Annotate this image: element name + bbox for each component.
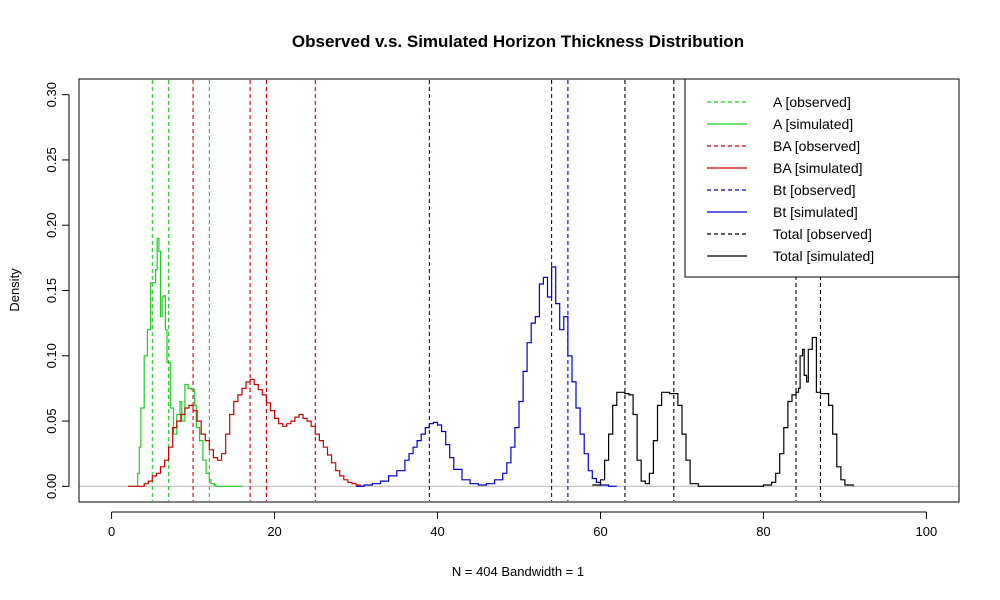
plot-frame bbox=[78, 78, 960, 503]
legend-label: BA [observed] bbox=[773, 138, 860, 154]
x-tick-label: 80 bbox=[756, 524, 770, 539]
density-curve-bt bbox=[356, 266, 617, 487]
density-curve-total bbox=[592, 336, 854, 487]
y-tick-label: 0.10 bbox=[44, 343, 59, 368]
x-axis: 0 20 40 60 80 100 bbox=[108, 511, 938, 539]
y-tick-label: 0.15 bbox=[44, 278, 59, 303]
y-tick-label: 0.00 bbox=[44, 474, 59, 499]
x-tick-label: 100 bbox=[916, 524, 938, 539]
legend-entry: Bt [observed] bbox=[707, 182, 856, 198]
legend-label: Bt [observed] bbox=[773, 182, 856, 198]
x-tick-label: 40 bbox=[430, 524, 444, 539]
chart-title: Observed v.s. Simulated Horizon Thicknes… bbox=[292, 32, 744, 51]
legend-entry: A [observed] bbox=[707, 94, 851, 110]
legend-label: Bt [simulated] bbox=[773, 204, 858, 220]
y-tick-label: 0.30 bbox=[44, 82, 59, 107]
y-axis: 0.00 0.05 0.10 0.15 0.20 0.25 0.30 bbox=[44, 82, 70, 499]
legend-label: A [observed] bbox=[773, 94, 851, 110]
density-curve-a bbox=[132, 237, 242, 487]
legend-entry: A [simulated] bbox=[707, 116, 853, 132]
legend-label: Total [simulated] bbox=[773, 248, 874, 264]
y-tick-label: 0.05 bbox=[44, 408, 59, 433]
y-tick-label: 0.25 bbox=[44, 147, 59, 172]
legend-label: A [simulated] bbox=[773, 116, 853, 132]
x-tick-label: 0 bbox=[108, 524, 115, 539]
x-tick-label: 20 bbox=[267, 524, 281, 539]
legend-label: BA [simulated] bbox=[773, 160, 863, 176]
legend-entry: Total [observed] bbox=[707, 226, 872, 242]
x-axis-label: N = 404 Bandwidth = 1 bbox=[452, 564, 584, 579]
plot-area bbox=[79, 80, 959, 501]
legend-entry: Total [simulated] bbox=[707, 248, 874, 264]
legend-label: Total [observed] bbox=[773, 226, 872, 242]
density-curve-ba bbox=[127, 378, 365, 487]
y-axis-label: Density bbox=[7, 268, 22, 312]
legend-entry: BA [observed] bbox=[707, 138, 860, 154]
legend-entry: Bt [simulated] bbox=[707, 204, 858, 220]
legend-entry: BA [simulated] bbox=[707, 160, 863, 176]
y-tick-label: 0.20 bbox=[44, 213, 59, 238]
legend-box bbox=[684, 78, 960, 278]
x-tick-label: 60 bbox=[593, 524, 607, 539]
legend: A [observed] A [simulated] BA [observed] BA… bbox=[684, 78, 960, 278]
